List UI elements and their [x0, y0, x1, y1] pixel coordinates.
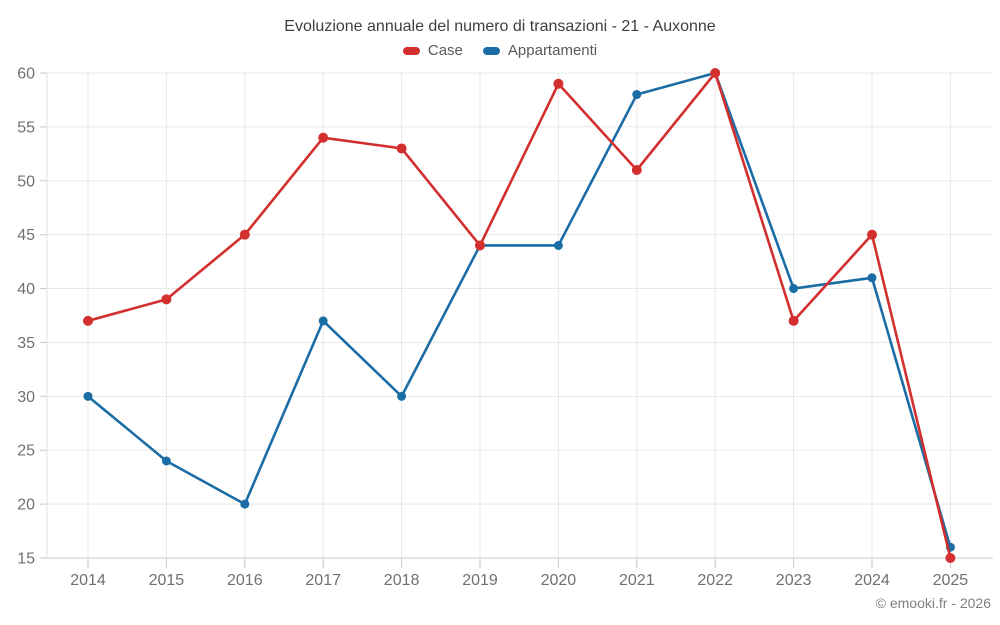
data-point-case-2015[interactable]: [161, 294, 172, 305]
x-axis-label: 2019: [462, 572, 498, 589]
data-point-case-2019[interactable]: [475, 240, 485, 251]
data-point-appartamenti-2023[interactable]: [789, 284, 799, 294]
data-point-case-2023[interactable]: [788, 315, 799, 326]
attribution-text: © emooki.fr - 2026: [875, 595, 991, 611]
series-line-case: [86, 71, 952, 560]
data-point-case-2020[interactable]: [553, 78, 564, 89]
x-axis-label: 2022: [697, 572, 733, 589]
y-axis-label: 15: [17, 551, 35, 568]
x-axis-label: 2025: [933, 572, 969, 589]
data-point-case-2021[interactable]: [631, 165, 642, 175]
data-point-case-2024[interactable]: [867, 229, 877, 240]
data-point-appartamenti-2021[interactable]: [632, 90, 642, 100]
legend-label-case: Case: [427, 42, 463, 59]
x-axis-label: 2014: [70, 572, 106, 589]
x-axis-label: 2016: [227, 572, 263, 589]
data-point-case-2017[interactable]: [318, 132, 329, 143]
data-point-appartamenti-2020[interactable]: [553, 240, 563, 250]
data-point-appartamenti-2014[interactable]: [83, 391, 93, 401]
data-point-appartamenti-2017[interactable]: [318, 316, 328, 326]
appartamenti-series-swatch-icon: [482, 46, 500, 55]
data-point-appartamenti-2024[interactable]: [867, 273, 877, 283]
y-axis-label: 40: [17, 281, 35, 298]
y-axis-label: 50: [17, 173, 35, 190]
x-axis-label: 2024: [854, 572, 890, 589]
x-axis-label: 2023: [776, 572, 812, 589]
y-axis-label: 60: [17, 66, 35, 83]
data-point-appartamenti-2018[interactable]: [397, 391, 407, 401]
x-axis-label: 2021: [619, 572, 655, 589]
legend-item-appartamenti[interactable]: Appartamenti: [482, 42, 598, 59]
legend-label-appartamenti: Appartamenti: [507, 42, 598, 59]
data-point-case-2025[interactable]: [945, 553, 956, 563]
legend-item-case[interactable]: Case: [402, 42, 463, 59]
data-point-appartamenti-2016[interactable]: [240, 499, 250, 509]
y-axis-label: 55: [17, 119, 35, 136]
y-axis-label: 45: [17, 227, 35, 244]
data-point-case-2016[interactable]: [239, 229, 250, 240]
x-axis-label: 2015: [149, 572, 185, 589]
y-axis-label: 25: [17, 443, 35, 460]
data-point-case-2018[interactable]: [396, 143, 407, 154]
x-axis-label: 2020: [541, 572, 577, 589]
data-point-appartamenti-2015[interactable]: [161, 456, 171, 466]
y-axis-label: 35: [17, 335, 35, 352]
data-point-case-2014[interactable]: [83, 315, 93, 326]
case-series-swatch-icon: [402, 46, 420, 55]
data-point-case-2022[interactable]: [710, 68, 721, 78]
chart-legend: Case Appartamenti: [0, 42, 1000, 59]
chart-title: Evoluzione annuale del numero di transaz…: [284, 18, 716, 35]
y-axis-label: 20: [17, 497, 35, 514]
x-axis-label: 2018: [384, 572, 420, 589]
x-axis-label: 2017: [305, 572, 341, 589]
y-axis-label: 30: [17, 389, 35, 406]
series-line-appartamenti: [86, 71, 952, 549]
